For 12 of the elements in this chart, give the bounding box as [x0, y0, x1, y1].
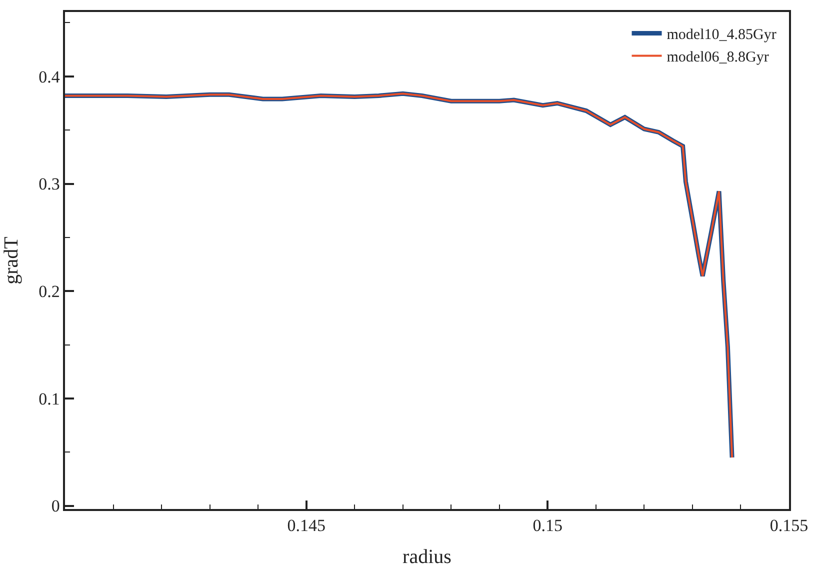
y-tick-label: 0 [51, 496, 60, 516]
x-tick-label: 0.15 [532, 516, 563, 536]
y-axis-title: gradT [0, 236, 23, 284]
y-tick-label: 0.1 [38, 389, 60, 408]
y-tick-label: 0.4 [38, 67, 60, 86]
y-tick-label: 0.3 [38, 174, 60, 194]
legend-label: model10_4.85Gyr [666, 27, 776, 44]
y-tick-label: 0.2 [38, 282, 60, 302]
x-tick-label: 0.145 [287, 516, 326, 536]
x-axis-title: radius [402, 546, 452, 568]
x-tick-label: 0.155 [770, 516, 808, 536]
legend-label: model06_8.8Gyr [666, 50, 769, 66]
